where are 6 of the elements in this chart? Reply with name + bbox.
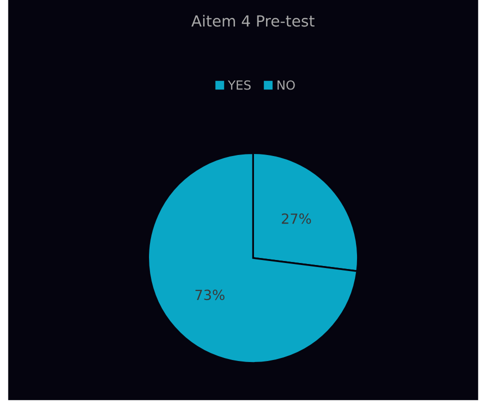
chart-title: Aitem 4 Pre-test — [191, 14, 314, 27]
data-label: 27% — [282, 213, 311, 224]
pie-slice — [147, 152, 358, 364]
legend-label: NO — [278, 80, 295, 90]
data-label: 73% — [196, 290, 224, 300]
legend-label: YES — [228, 80, 251, 90]
